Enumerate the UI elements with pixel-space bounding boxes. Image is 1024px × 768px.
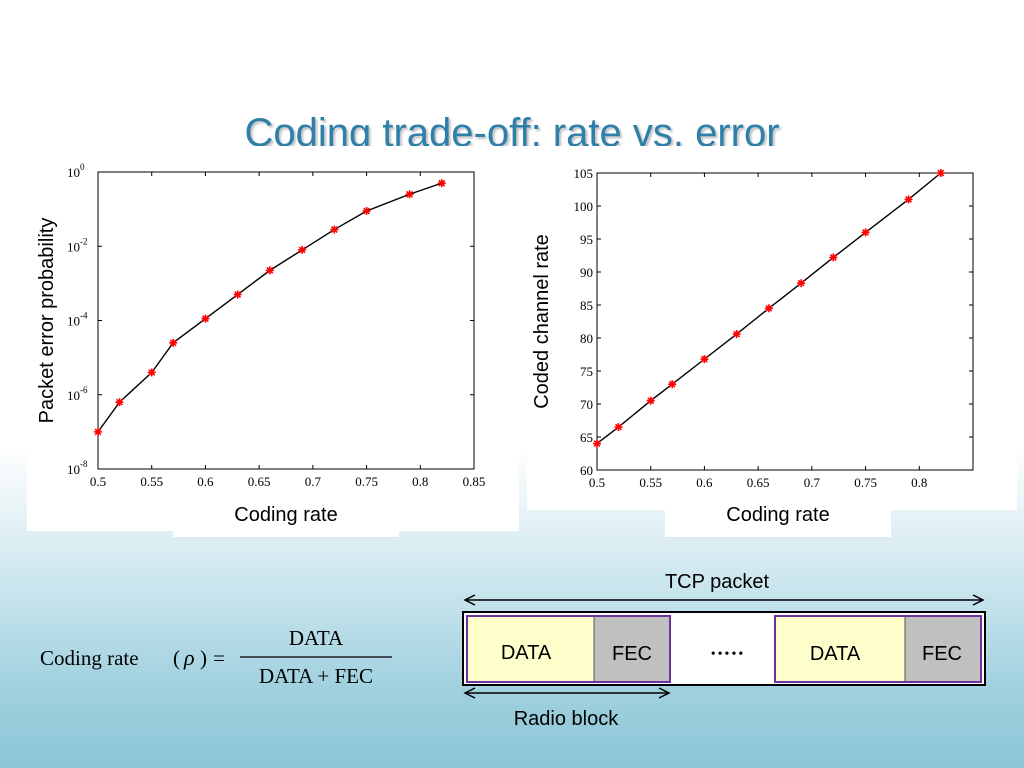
- left-data-point: [437, 179, 446, 188]
- left-y-tick-label: 10-4: [67, 311, 88, 329]
- right-data-point: [614, 423, 623, 432]
- right-data-point: [764, 304, 773, 313]
- fec-label-2: FEC: [922, 643, 962, 665]
- right-data-point: [797, 279, 806, 288]
- left-data-point: [405, 190, 414, 199]
- left-series-line: [97, 182, 443, 433]
- right-y-tick-label: 60: [580, 463, 593, 478]
- formula-lhs: Coding rate: [40, 646, 139, 670]
- packet-diagram: TCP packet DATA FEC ••••• DATA FEC Radio…: [455, 565, 995, 735]
- right-x-tick-label: 0.75: [854, 475, 877, 490]
- data-block-1: [467, 616, 594, 682]
- formula-denominator: DATA + FEC: [259, 664, 373, 688]
- right-data-point: [904, 195, 913, 204]
- left-x-tick-label: 0.85: [463, 474, 486, 489]
- data-label-1: DATA: [501, 642, 552, 664]
- right-data-point: [700, 355, 709, 364]
- data-label-2: DATA: [810, 643, 861, 665]
- right-data-point: [861, 228, 870, 237]
- right-y-tick-label: 65: [580, 430, 593, 445]
- left-chart: 0.5 0.55 0.6 0.65 0.7 0.75 0.8 0.85 100 10-2 10-4 1…: [36, 162, 486, 489]
- left-y-tick-label: 100: [67, 162, 85, 180]
- left-plot-area: [97, 171, 475, 470]
- left-x-tick-label: 0.75: [355, 474, 378, 489]
- left-y-tick-label: 10-2: [67, 236, 88, 254]
- right-data-point: [829, 253, 838, 262]
- left-x-tick-label: 0.6: [197, 474, 214, 489]
- right-plot-area: [596, 172, 974, 471]
- tcp-arrow-right-head: [972, 594, 985, 606]
- left-x-tick-label: 0.65: [248, 474, 271, 489]
- left-data-point: [169, 338, 178, 347]
- formula-paren-open: (: [173, 646, 180, 670]
- fec-block-1: [594, 616, 670, 682]
- tcp-arrow-left-head: [463, 594, 476, 606]
- radio-arrow-right-head: [658, 687, 671, 699]
- radio-block-1-outline: [466, 615, 671, 683]
- left-y-tick-label: 10-6: [67, 385, 88, 403]
- right-chart: 0.5 0.55 0.6 0.65 0.7 0.75 0.8 105 100 95 90 85 80 75…: [531, 166, 974, 490]
- left-data-point: [362, 206, 371, 215]
- left-chart-panel: 0.5 0.55 0.6 0.65 0.7 0.75 0.8 0.85 100 10-2 10-4 1…: [27, 148, 519, 531]
- right-data-point: [936, 169, 945, 177]
- right-data-point: [732, 330, 741, 339]
- right-chart-xlabel: Coding rate: [665, 500, 891, 537]
- right-data-point: [646, 396, 655, 405]
- right-y-tick-label: 100: [574, 199, 594, 214]
- fec-block-2: [905, 616, 981, 682]
- radio-block-label: Radio block: [514, 708, 620, 730]
- right-y-tick-label: 105: [574, 166, 594, 181]
- tcp-packet-label: TCP packet: [665, 571, 770, 593]
- right-y-tick-label: 90: [580, 265, 593, 280]
- left-x-tick-label: 0.8: [412, 474, 428, 489]
- left-x-tick-label: 0.5: [90, 474, 106, 489]
- left-data-point: [115, 398, 124, 407]
- right-y-tick-label: 80: [580, 331, 593, 346]
- left-data-point: [298, 245, 307, 254]
- ellipsis: •••••: [711, 647, 746, 662]
- left-chart-xlabel: Coding rate: [173, 500, 399, 537]
- left-data-point: [147, 368, 156, 377]
- right-x-tick-label: 0.65: [747, 475, 770, 490]
- left-data-point: [233, 290, 242, 299]
- right-x-tick-label: 0.6: [696, 475, 713, 490]
- right-x-tick-label: 0.5: [589, 475, 605, 490]
- right-data-point: [668, 380, 677, 389]
- radio-block-2-outline: [774, 615, 982, 683]
- left-data-point: [330, 225, 339, 234]
- right-y-tick-label: 75: [580, 364, 593, 379]
- right-y-tick-label: 70: [580, 397, 593, 412]
- right-x-tick-label: 0.55: [639, 475, 662, 490]
- formula-rho-symbol: ρ: [183, 645, 195, 670]
- fec-label-1: FEC: [612, 643, 652, 665]
- radio-arrow-left-head: [463, 687, 476, 699]
- left-x-tick-label: 0.55: [140, 474, 163, 489]
- right-chart-panel: 0.5 0.55 0.6 0.65 0.7 0.75 0.8 105 100 95 90 85 80 75…: [527, 148, 1017, 510]
- right-x-tick-label: 0.8: [911, 475, 927, 490]
- formula-numerator: DATA: [289, 626, 344, 650]
- right-y-tick-label: 85: [580, 298, 593, 313]
- right-y-tick-label: 95: [580, 232, 593, 247]
- formula-equals: =: [213, 646, 225, 670]
- right-data-point: [593, 439, 601, 448]
- left-y-tick-label: 10-8: [67, 459, 88, 477]
- data-block-2: [775, 616, 905, 682]
- left-data-point: [265, 266, 274, 275]
- right-series-line: [596, 172, 942, 445]
- left-x-tick-label: 0.7: [305, 474, 322, 489]
- left-data-point: [201, 314, 210, 323]
- right-x-tick-label: 0.7: [804, 475, 821, 490]
- left-y-axis-title: Packet error probability: [36, 218, 58, 424]
- right-y-axis-title: Coded channel rate: [531, 234, 553, 409]
- left-data-point: [94, 427, 102, 436]
- formula-paren-close: ): [200, 646, 207, 670]
- slide-title: Coding trade-off: rate vs. error: [244, 111, 780, 146]
- coding-rate-formula: Coding rate ( ρ ) = DATA DATA + FEC: [40, 620, 400, 700]
